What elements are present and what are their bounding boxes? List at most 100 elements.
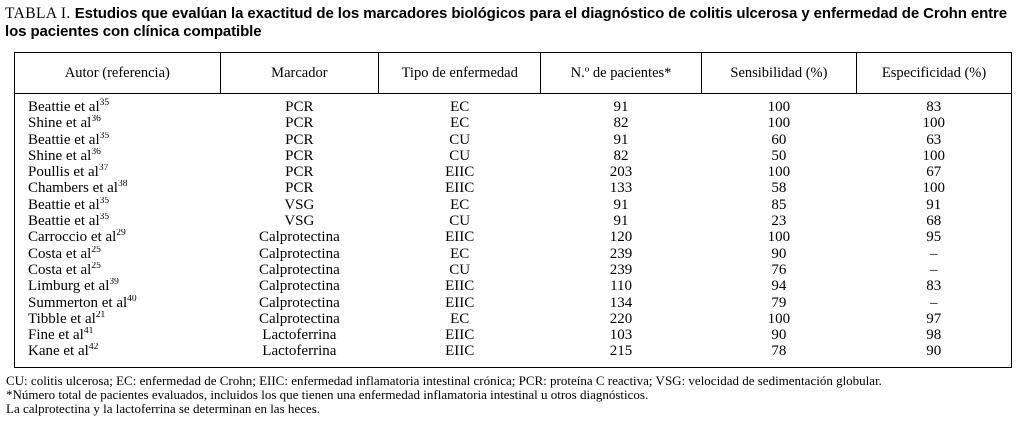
- table-row: Chambers et al38 PCR EIIC 133 58 100: [15, 180, 1011, 196]
- specificity-cell: 63: [926, 131, 942, 148]
- reference-superscript: 40: [127, 294, 137, 304]
- disease-cell: EIIC: [445, 229, 475, 246]
- sensitivity-cell: 23: [771, 213, 787, 230]
- table-row: Fine et al41 Lactoferrina EIIC 103 90 98: [15, 327, 1011, 343]
- author-name: Beattie et al: [28, 131, 100, 148]
- author-name: Beattie et al: [28, 196, 100, 213]
- disease-cell: CU: [449, 131, 471, 148]
- reference-superscript: 36: [91, 147, 101, 157]
- author-cell: Limburg et al39: [15, 278, 220, 294]
- page: TABLA I. Estudios que evalúan la exactit…: [5, 5, 1017, 417]
- specificity-cell: 83: [926, 99, 942, 115]
- author-name: Beattie et al: [28, 99, 100, 115]
- table-row: Costa et al25 Calprotectina CU 239 76 –: [15, 262, 1011, 278]
- table-row: Poullis et al37 PCR EIIC 203 100 67: [15, 164, 1011, 180]
- author-cell: Kane et al42: [15, 343, 220, 366]
- sensitivity-cell: 100: [767, 99, 791, 115]
- author-cell: Carroccio et al29: [15, 229, 220, 245]
- specificity-cell: 83: [926, 278, 942, 295]
- data-table: Autor (referencia) Marcador Tipo de enfe…: [14, 52, 1012, 368]
- disease-cell: EC: [450, 196, 470, 213]
- reference-superscript: 29: [116, 229, 126, 239]
- marker-cell: Calprotectina: [258, 229, 340, 246]
- disease-cell: EIIC: [445, 180, 475, 197]
- footnote-patients: *Número total de pacientes evaluados, in…: [6, 387, 649, 403]
- disease-cell: EC: [450, 310, 470, 327]
- specificity-cell: –: [930, 261, 938, 278]
- col-header-sensibilidad: Sensibilidad (%): [701, 53, 858, 94]
- reference-superscript: 36: [91, 115, 101, 125]
- author-name: Costa et al: [28, 261, 92, 278]
- marker-cell: VSG: [284, 196, 315, 213]
- patients-cell: 82: [613, 115, 629, 132]
- table-number-label: TABLA I.: [5, 5, 71, 22]
- marker-cell: Calprotectina: [258, 261, 340, 278]
- specificity-cell: 90: [926, 343, 942, 360]
- author-name: Fine et al: [28, 327, 84, 344]
- patients-cell: 220: [609, 310, 633, 327]
- sensitivity-cell: 100: [767, 229, 791, 246]
- author-cell: Poullis et al37: [15, 164, 220, 180]
- reference-superscript: 21: [95, 310, 106, 320]
- patients-cell: 239: [609, 245, 633, 262]
- sensitivity-cell: 76: [771, 261, 787, 278]
- marker-cell: Lactoferrina: [262, 327, 337, 344]
- patients-cell: 110: [610, 278, 633, 295]
- specificity-cell: 91: [926, 196, 942, 213]
- author-cell: Shine et al36: [15, 115, 220, 131]
- sensitivity-cell: 79: [771, 294, 787, 311]
- marker-cell: PCR: [285, 164, 314, 181]
- reference-superscript: 35: [99, 196, 110, 206]
- reference-superscript: 42: [88, 343, 99, 353]
- sensitivity-cell: 100: [767, 310, 791, 327]
- author-name: Beattie et al: [28, 213, 100, 230]
- sensitivity-cell: 50: [771, 147, 787, 164]
- patients-cell: 82: [613, 147, 629, 164]
- patients-cell: 91: [613, 99, 629, 115]
- table-row: Beattie et al35 PCR CU 91 60 63: [15, 132, 1011, 148]
- reference-superscript: 41: [83, 327, 94, 337]
- specificity-cell: 100: [922, 147, 946, 164]
- table-title: TABLA I. Estudios que evalúan la exactit…: [5, 5, 1017, 41]
- author-cell: Beattie et al35: [15, 197, 220, 213]
- specificity-cell: 68: [926, 213, 942, 230]
- reference-superscript: 39: [109, 278, 119, 288]
- reference-superscript: 35: [99, 131, 110, 141]
- patients-cell: 133: [609, 180, 633, 197]
- author-cell: Costa et al25: [15, 246, 220, 262]
- author-cell: Summerton et al40: [15, 295, 220, 311]
- marker-cell: Calprotectina: [258, 278, 340, 295]
- author-cell: Costa et al25: [15, 262, 220, 278]
- author-cell: Chambers et al38: [15, 180, 220, 196]
- disease-cell: CU: [449, 147, 471, 164]
- sensitivity-cell: 100: [767, 115, 791, 132]
- reference-superscript: 35: [99, 98, 110, 108]
- specificity-cell: 100: [922, 180, 946, 197]
- patients-cell: 203: [609, 164, 633, 181]
- reference-superscript: 38: [117, 180, 128, 190]
- reference-superscript: 37: [98, 164, 109, 174]
- author-cell: Beattie et al35: [15, 213, 220, 229]
- disease-cell: EIIC: [445, 294, 475, 311]
- sensitivity-cell: 94: [771, 278, 787, 295]
- footnote-feces: La calprotectina y la lactoferrina se de…: [6, 401, 321, 417]
- author-name: Shine et al: [28, 115, 92, 132]
- author-name: Summerton et al: [28, 294, 128, 311]
- marker-cell: VSG: [284, 213, 315, 230]
- sensitivity-cell: 100: [767, 164, 791, 181]
- table-row: Tibble et al21 Calprotectina EC 220 100 …: [15, 311, 1011, 327]
- author-cell: Tibble et al21: [15, 311, 220, 327]
- patients-cell: 103: [609, 327, 633, 344]
- specificity-cell: 98: [926, 327, 942, 344]
- author-name: Limburg et al: [28, 278, 110, 295]
- footnote-abbreviations: CU: colitis ulcerosa; EC: enfermedad de …: [6, 372, 882, 388]
- disease-cell: EC: [450, 99, 470, 115]
- author-name: Shine et al: [28, 147, 92, 164]
- col-header-especificidad: Especificidad (%): [856, 53, 1011, 94]
- author-cell: Beattie et al35: [15, 132, 220, 148]
- col-header-marcador: Marcador: [220, 53, 380, 94]
- disease-cell: CU: [449, 213, 471, 230]
- patients-cell: 239: [609, 261, 633, 278]
- sensitivity-cell: 90: [771, 327, 787, 344]
- col-header-autor: Autor (referencia): [15, 53, 221, 94]
